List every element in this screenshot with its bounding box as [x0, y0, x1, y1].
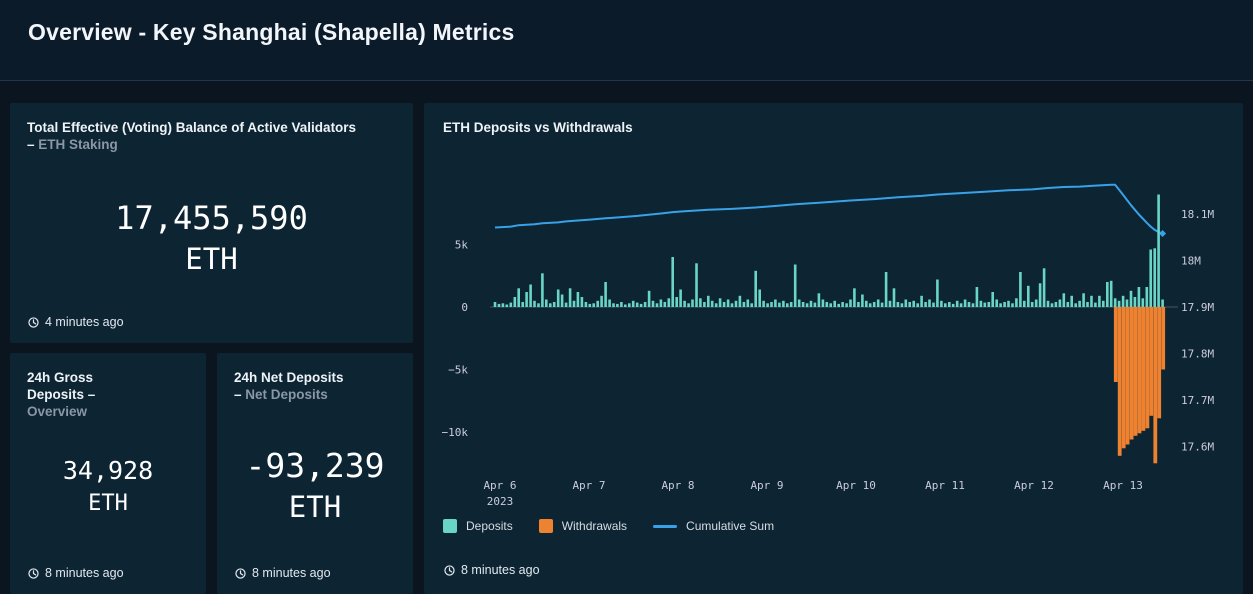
last-updated-text: 8 minutes ago	[461, 563, 540, 577]
panel-subtitle: ETH Staking	[38, 137, 118, 152]
clock-history-icon	[27, 316, 40, 329]
clock-history-icon	[443, 564, 456, 577]
stat-value: 17,455,590	[115, 199, 308, 237]
legend-item-cumulative-sum[interactable]: Cumulative Sum	[653, 519, 774, 533]
svg-text:Apr 8: Apr 8	[661, 479, 694, 492]
title-separator: –	[234, 387, 242, 402]
clock-history-icon	[27, 567, 40, 580]
panel-total-effective-balance: Total Effective (Voting) Balance of Acti…	[10, 103, 413, 343]
svg-text:17.7M: 17.7M	[1181, 394, 1214, 407]
svg-text:Apr 6: Apr 6	[483, 479, 516, 492]
legend-item-deposits[interactable]: Deposits	[443, 519, 513, 533]
panel-header[interactable]: 24h Gross Deposits – Overview	[27, 369, 145, 420]
svg-text:Apr 11: Apr 11	[925, 479, 965, 492]
panel-subtitle: Net Deposits	[245, 387, 328, 402]
stat-block: -93,239 ETH	[217, 446, 413, 528]
last-updated-text: 4 minutes ago	[45, 315, 124, 329]
legend-swatch	[538, 519, 553, 533]
title-separator: –	[27, 137, 35, 152]
svg-text:17.8M: 17.8M	[1181, 348, 1214, 361]
svg-text:−10k: −10k	[442, 426, 469, 439]
svg-text:18M: 18M	[1181, 255, 1201, 268]
legend-label: Deposits	[466, 519, 513, 533]
title-separator: –	[87, 387, 96, 402]
svg-text:17.9M: 17.9M	[1181, 301, 1214, 314]
stat-block: 34,928 ETH	[10, 455, 206, 521]
dashboard-header: Overview - Key Shanghai (Shapella) Metri…	[0, 0, 1253, 81]
last-updated: 8 minutes ago	[234, 566, 331, 580]
page-title: Overview - Key Shanghai (Shapella) Metri…	[28, 19, 515, 45]
chart-legend: Deposits Withdrawals Cumulative Sum	[443, 519, 774, 533]
svg-text:17.6M: 17.6M	[1181, 441, 1214, 454]
svg-text:Apr 10: Apr 10	[836, 479, 876, 492]
chart-title[interactable]: ETH Deposits vs Withdrawals	[443, 120, 633, 135]
svg-text:Apr 7: Apr 7	[572, 479, 605, 492]
last-updated-text: 8 minutes ago	[45, 566, 124, 580]
stat-value: -93,239	[245, 446, 385, 485]
panel-header[interactable]: Total Effective (Voting) Balance of Acti…	[27, 119, 357, 153]
stat-unit: ETH	[288, 490, 342, 524]
stat-value: 34,928	[62, 456, 154, 485]
svg-text:−5k: −5k	[448, 364, 468, 377]
svg-text:5k: 5k	[455, 239, 469, 252]
legend-label: Withdrawals	[561, 519, 628, 533]
chart-plot-area[interactable]: 5k 0 −5k −10k 18.1M 18M 17.9M 17.8M 17.7M 17.6M Ap…	[424, 103, 1243, 515]
last-updated: 4 minutes ago	[27, 315, 124, 329]
legend-swatch	[653, 524, 678, 528]
svg-text:Apr 13: Apr 13	[1103, 479, 1143, 492]
panel-header[interactable]: 24h Net Deposits – Net Deposits	[234, 369, 352, 403]
legend-label: Cumulative Sum	[686, 519, 775, 533]
stat-unit: ETH	[185, 242, 238, 276]
legend-item-withdrawals[interactable]: Withdrawals	[538, 519, 628, 533]
stat-block: 17,455,590 ETH	[10, 198, 413, 280]
last-updated: 8 minutes ago	[443, 563, 540, 577]
svg-text:Apr 12: Apr 12	[1014, 479, 1054, 492]
legend-swatch	[443, 519, 457, 533]
panel-24h-gross-deposits: 24h Gross Deposits – Overview 34,928 ETH…	[10, 353, 206, 594]
last-updated: 8 minutes ago	[27, 566, 124, 580]
panel-title: 24h Net Deposits	[234, 370, 344, 385]
svg-text:Apr 9: Apr 9	[750, 479, 783, 492]
panel-eth-deposits-vs-withdrawals: ETH Deposits vs Withdrawals 5k 0 −5k −10k 18…	[424, 103, 1243, 594]
panel-title: Total Effective (Voting) Balance of Acti…	[27, 120, 357, 135]
svg-text:0: 0	[461, 301, 468, 314]
clock-history-icon	[234, 567, 247, 580]
panel-title: 24h Gross Deposits	[27, 370, 94, 402]
last-updated-text: 8 minutes ago	[252, 566, 331, 580]
svg-text:18.1M: 18.1M	[1181, 208, 1214, 221]
panel-24h-net-deposits: 24h Net Deposits – Net Deposits -93,239 …	[217, 353, 413, 594]
svg-text:2023: 2023	[487, 495, 514, 508]
panel-subtitle: Overview	[27, 404, 88, 419]
stat-unit: ETH	[88, 491, 128, 516]
